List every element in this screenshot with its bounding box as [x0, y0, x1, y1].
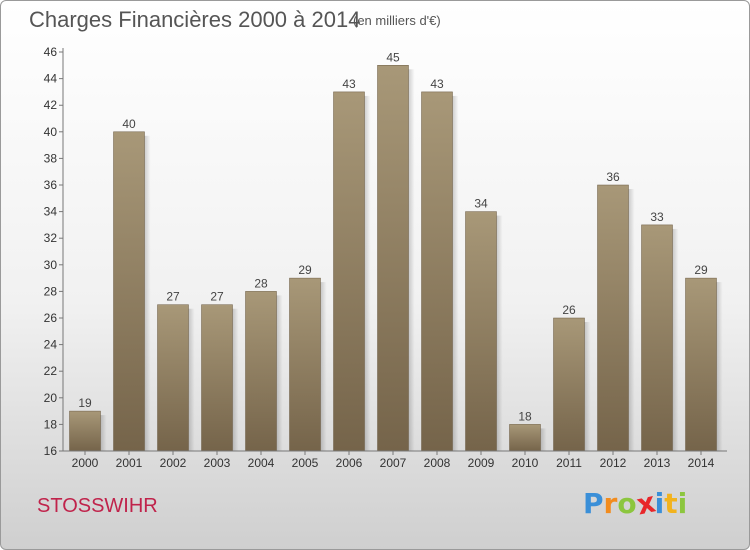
bar-shadow [716, 282, 723, 451]
bar-2003 [201, 304, 233, 452]
bar-value-label: 27 [210, 290, 224, 304]
bar-2005 [289, 277, 321, 452]
bar-2008 [421, 91, 453, 452]
x-tick-label: 2011 [556, 456, 582, 470]
x-tick-label: 2006 [336, 456, 363, 470]
bar-shadow [100, 415, 107, 451]
bar-2007 [377, 65, 409, 452]
bars [69, 65, 717, 452]
bar-2001 [113, 131, 145, 452]
logo-letter: t [664, 487, 678, 520]
bar-value-label: 19 [78, 396, 92, 410]
bar-2000 [69, 410, 101, 452]
y-tick-label: 24 [44, 338, 58, 352]
bar-2012 [597, 184, 629, 452]
bar-shadow [540, 428, 547, 451]
bar-2006 [333, 91, 365, 452]
y-tick-label: 34 [44, 205, 58, 219]
y-tick-label: 40 [44, 125, 58, 139]
town-name: STOSSWIHR [37, 495, 158, 517]
chart-subtitle: (en milliers d'€) [353, 13, 441, 28]
y-tick-label: 42 [44, 98, 58, 112]
y-tick-label: 46 [44, 45, 58, 59]
x-tick-label: 2007 [380, 456, 407, 470]
bar-shadow [188, 308, 195, 451]
logo-letter: r [603, 487, 618, 520]
y-tick-label: 22 [44, 364, 58, 378]
axes [62, 48, 727, 452]
x-tick-label: 2003 [204, 456, 231, 470]
bar-value-label: 43 [342, 77, 356, 91]
y-axis-ticks: 16 18 20 22 24 26 28 30 32 34 36 38 40 42 44 46 [44, 45, 63, 458]
bar-shadow [672, 228, 679, 451]
bar-shadow [496, 215, 503, 451]
bar-2010 [509, 424, 541, 452]
y-tick-label: 32 [44, 231, 58, 245]
bar-value-label: 29 [694, 263, 708, 277]
bar-value-label: 34 [474, 197, 488, 211]
bar-value-label: 27 [166, 290, 180, 304]
y-tick-label: 26 [44, 311, 58, 325]
bar-2011 [553, 317, 585, 452]
bar-shadow [144, 135, 151, 452]
bar-shadow [628, 189, 635, 451]
bar-2013 [641, 224, 673, 452]
bar-2004 [245, 291, 277, 452]
logo-letter: i [677, 487, 688, 520]
x-tick-label: 2002 [160, 456, 187, 470]
x-tick-label: 2014 [688, 456, 715, 470]
y-tick-label: 18 [44, 417, 58, 431]
y-tick-label: 20 [44, 391, 58, 405]
logo-letter: i [654, 487, 665, 520]
bar-2002 [157, 304, 189, 452]
bar-value-label: 40 [122, 117, 136, 131]
bar-shadow [408, 69, 415, 452]
x-tick-label: 2000 [72, 456, 99, 470]
x-tick-label: 2012 [600, 456, 627, 470]
x-axis-ticks: 2000 2001 2002 2003 2004 2005 2006 2007 2008 2009… [72, 451, 715, 470]
bar-shadow [452, 95, 459, 452]
bar-value-label: 36 [606, 170, 620, 184]
x-tick-label: 2004 [248, 456, 275, 470]
logo-letter: P [583, 487, 604, 520]
bar-shadows [100, 69, 723, 452]
proxiti-logo[interactable]: Proxiti [583, 485, 688, 521]
bar-shadow [584, 322, 591, 451]
bar-value-label: 28 [254, 276, 268, 290]
x-tick-label: 2008 [424, 456, 451, 470]
bar-value-labels: 19 40 27 27 28 29 43 45 43 34 18 26 36 33 29 [78, 50, 708, 423]
bar-value-label: 33 [650, 210, 664, 224]
x-tick-label: 2005 [292, 456, 319, 470]
bar-shadow [364, 95, 371, 452]
bar-value-label: 29 [298, 263, 312, 277]
logo-letter: o [617, 487, 637, 520]
x-tick-label: 2013 [644, 456, 671, 470]
x-tick-label: 2001 [116, 456, 143, 470]
y-tick-label: 38 [44, 151, 58, 165]
y-tick-label: 44 [44, 72, 58, 86]
bar-value-label: 45 [386, 50, 400, 64]
y-tick-label: 28 [44, 284, 58, 298]
bar-value-label: 18 [518, 409, 532, 423]
bar-2014 [685, 277, 717, 452]
bar-shadow [276, 295, 283, 451]
y-tick-label: 36 [44, 178, 58, 192]
bar-value-label: 43 [430, 77, 444, 91]
x-tick-label: 2009 [468, 456, 495, 470]
bar-shadow [320, 282, 327, 451]
chart-title: Charges Financières 2000 à 2014 [29, 7, 361, 32]
bar-2009 [465, 211, 497, 452]
bar-value-label: 26 [562, 303, 576, 317]
bar-shadow [232, 308, 239, 451]
x-tick-label: 2010 [512, 456, 539, 470]
y-tick-label: 30 [44, 258, 58, 272]
y-tick-label: 16 [44, 444, 58, 458]
